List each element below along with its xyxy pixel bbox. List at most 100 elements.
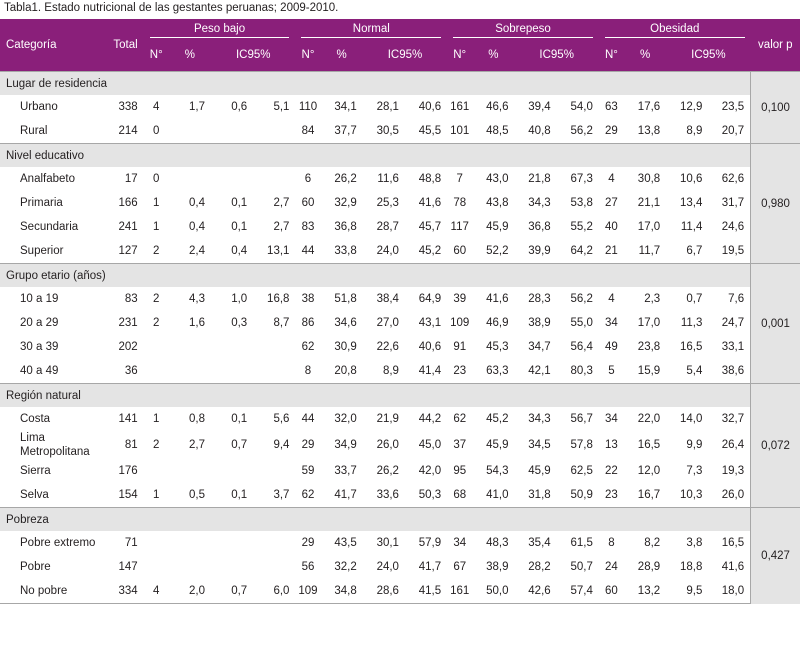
- row-value: 41,0: [486, 489, 509, 501]
- row-value: 57,8: [570, 439, 593, 451]
- p-value: 0,001: [750, 263, 800, 384]
- row-value: 4: [608, 293, 615, 305]
- row-total: 334: [112, 579, 144, 604]
- table-row: Pobre 147 56 32,2 24,0 41,7 67 38,9 28,2 50,7 24 28…: [0, 555, 800, 579]
- section-row: Región natural 0,072: [0, 383, 800, 508]
- row-value: 4,3: [189, 293, 205, 305]
- row-value: 11,3: [680, 317, 703, 329]
- header-total: Total: [112, 19, 144, 72]
- row-value: 56: [301, 561, 315, 573]
- row-value: 0,1: [231, 221, 248, 233]
- row-total: 338: [118, 101, 138, 113]
- row-value: 14,0: [680, 413, 703, 425]
- row-value: [144, 359, 169, 384]
- row-value: 0,6: [231, 101, 248, 113]
- row-value: 43,0: [486, 173, 509, 185]
- row-value: [169, 119, 211, 144]
- row-value: 9,4: [273, 439, 290, 451]
- row-value: 45,3: [486, 341, 509, 353]
- row-value: 31,7: [721, 197, 745, 209]
- row-value: 63,3: [486, 365, 509, 377]
- section-row: Nivel educativo 0,980: [0, 143, 800, 264]
- row-value: 0,7: [231, 439, 248, 451]
- row-value: 52,2: [486, 245, 509, 257]
- row-value: [169, 167, 211, 191]
- subheader-pct: %: [472, 39, 515, 72]
- row-value: 48,3: [486, 537, 509, 549]
- row-value: 0,4: [231, 245, 248, 257]
- row-value: 10,6: [680, 173, 703, 185]
- row-value: 34,7: [528, 341, 551, 353]
- row-value: 3,7: [273, 489, 290, 501]
- row-value: 25,3: [376, 197, 399, 209]
- row-value: 20,8: [334, 365, 357, 377]
- row-value: 68: [453, 489, 467, 501]
- row-category: Costa: [20, 413, 51, 425]
- nutrition-table: Categoría Total Peso bajo Normal Sobrepe…: [0, 19, 800, 604]
- row-value: 44,2: [418, 413, 442, 425]
- row-value: 28,9: [637, 561, 661, 573]
- row-value: 0,8: [189, 413, 205, 425]
- row-value: 2,7: [273, 197, 290, 209]
- row-value: 42,6: [514, 579, 557, 604]
- row-value: [253, 167, 295, 191]
- row-value: 110: [298, 101, 318, 113]
- row-category: Rural: [20, 125, 48, 137]
- row-value: 34,3: [528, 197, 551, 209]
- row-value: 26,4: [721, 439, 745, 451]
- row-value: 28,6: [362, 579, 405, 604]
- row-value: 28,1: [376, 101, 399, 113]
- row-value: 50,0: [472, 579, 515, 604]
- row-value: 30,9: [334, 341, 357, 353]
- row-total: 127: [118, 245, 138, 257]
- section-row: Grupo etario (años) 0,001: [0, 263, 800, 384]
- row-value: 17,0: [637, 221, 661, 233]
- row-value: 24,6: [721, 221, 745, 233]
- header-valor-p: valor p: [750, 19, 800, 72]
- row-value: 8,7: [273, 317, 290, 329]
- header-group-label: Peso bajo: [193, 23, 246, 35]
- row-total: 166: [118, 197, 138, 209]
- row-value: 1: [153, 489, 160, 501]
- row-value: 67: [453, 561, 467, 573]
- row-value: 2,7: [273, 221, 290, 233]
- table-caption: Tabla1. Estado nutricional de las gestan…: [4, 2, 339, 14]
- p-value: 0,072: [750, 383, 800, 508]
- p-value: 0,980: [750, 143, 800, 264]
- row-value: 34,9: [334, 439, 357, 451]
- p-value: 0,427: [750, 507, 800, 604]
- row-value: 16,8: [267, 293, 290, 305]
- row-value: 45,0: [418, 439, 442, 451]
- row-value: 21: [605, 245, 618, 257]
- row-value: 50,9: [570, 489, 593, 501]
- row-value: 28,3: [528, 293, 551, 305]
- row-value: 43,8: [486, 197, 509, 209]
- section-title: Grupo etario (años): [0, 263, 752, 287]
- table-row: Costa 141 1 0,8 0,1 5,6 44 32,0 21,9 44,2 62 45,2 34…: [0, 407, 800, 431]
- table-row: Sierra 176 59 33,7 26,2 42,0 95 54,3 45,9 62,5 22 1…: [0, 459, 800, 483]
- row-value: 51,8: [334, 293, 357, 305]
- row-value: [211, 531, 253, 555]
- header-group-peso-bajo: Peso bajo: [143, 19, 296, 39]
- row-value: 4: [608, 173, 615, 185]
- row-value: 16,5: [721, 537, 745, 549]
- header-group-obesidad: Obesidad: [598, 19, 751, 39]
- row-value: 61,5: [570, 537, 593, 549]
- row-value: 30,1: [376, 537, 399, 549]
- row-category: 20 a 29: [20, 317, 59, 329]
- row-value: 26,2: [334, 173, 357, 185]
- row-value: [169, 531, 211, 555]
- row-total: 141: [118, 413, 138, 425]
- row-value: 23,5: [721, 101, 745, 113]
- header-group-label: Obesidad: [650, 23, 700, 35]
- row-value: 17,6: [637, 101, 661, 113]
- section-title: Lugar de residencia: [0, 71, 752, 95]
- row-category: Sierra: [20, 465, 51, 477]
- row-value: 80,3: [570, 365, 593, 377]
- row-category: 30 a 39: [20, 341, 59, 353]
- row-value: 84: [301, 125, 315, 137]
- row-value: 33,7: [334, 465, 357, 477]
- row-value: 40,6: [418, 101, 442, 113]
- row-value: 21,1: [637, 197, 661, 209]
- subheader-pct: %: [623, 39, 667, 72]
